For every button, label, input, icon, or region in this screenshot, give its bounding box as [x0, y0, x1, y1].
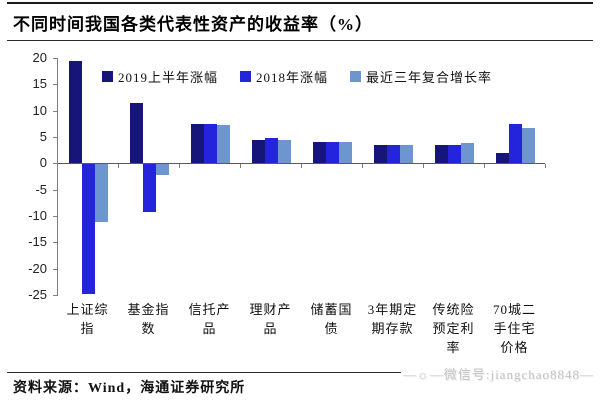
- y-tick-mark: [53, 268, 58, 270]
- bar: [156, 164, 169, 175]
- x-tick-mark: [484, 164, 485, 169]
- y-tick-label: -25: [28, 287, 47, 302]
- legend-label: 最近三年复合增长率: [366, 70, 493, 85]
- bar: [217, 125, 230, 164]
- legend-item: 2018年涨幅: [240, 67, 328, 86]
- x-category-label: 理财产品: [249, 302, 292, 336]
- y-axis: 20 15 10 5 0 -5 -10 -15 -20 -25: [0, 50, 55, 302]
- x-category-label: 传统险预定利率: [432, 302, 475, 355]
- bar: [95, 164, 108, 223]
- legend-swatch: [350, 71, 362, 82]
- x-tick-mark: [423, 164, 424, 169]
- y-tick-label: 5: [39, 129, 47, 144]
- watermark-text: 微信号:jiangchao8848: [443, 367, 580, 382]
- x-slot: 储蓄国债: [301, 300, 362, 357]
- bar: [435, 145, 448, 164]
- x-slot: 基金指数: [118, 300, 179, 357]
- y-tick-mark: [53, 110, 58, 112]
- x-tick-mark: [179, 164, 180, 169]
- x-category-label: 70城二手住宅价格: [492, 302, 536, 355]
- y-tick-label: -20: [28, 260, 47, 276]
- bar: [313, 142, 326, 164]
- legend-swatch: [102, 71, 113, 82]
- watermark-dash-prefix: —☼—: [402, 367, 444, 382]
- x-slot: 70城二手住宅价格: [484, 300, 545, 357]
- y-tick-mark: [53, 84, 58, 86]
- x-category-label: 储蓄国债: [310, 302, 353, 336]
- legend-item: 最近三年复合增长率: [350, 67, 492, 86]
- bar: [496, 152, 509, 164]
- x-slot: 信托产品: [179, 300, 240, 357]
- y-tick-label: -5: [35, 181, 47, 197]
- bar: [509, 124, 522, 164]
- x-tick-mark: [362, 164, 363, 169]
- x-category-label: 上证综指: [66, 302, 109, 336]
- top-rule: [7, 2, 593, 4]
- y-tick-label: 15: [32, 76, 47, 92]
- y-tick-mark: [53, 137, 58, 138]
- footer-divider: [7, 372, 593, 373]
- y-tick-mark: [53, 242, 58, 244]
- legend-label: 2019上半年涨幅: [118, 70, 219, 85]
- bar: [448, 145, 461, 164]
- bar: [69, 60, 82, 164]
- chart-legend: 2019上半年涨幅 2018年涨幅 最近三年复合增长率: [102, 67, 492, 86]
- x-tick-mark: [118, 164, 119, 169]
- bar: [82, 164, 95, 294]
- source-note: 资料来源：Wind，海通证券研究所: [13, 381, 246, 396]
- x-tick-mark: [545, 164, 546, 169]
- y-tick-label: -10: [28, 208, 47, 223]
- x-slot: 上证综指: [57, 300, 118, 357]
- bar: [374, 144, 387, 164]
- plot-area: 2019上半年涨幅 2018年涨幅 最近三年复合增长率: [53, 58, 546, 296]
- watermark: —☼—微信号:jiangchao8848—: [400, 364, 596, 383]
- legend-swatch: [240, 71, 252, 82]
- bar: [204, 123, 217, 164]
- y-tick-mark: [53, 216, 58, 217]
- chart-area: 20 15 10 5 0 -5 -10 -15 -20 -25 2019上半年涨幅 2018年涨幅 最…: [0, 50, 600, 358]
- y-tick-mark: [53, 189, 58, 191]
- bar: [191, 123, 204, 164]
- x-tick-mark: [301, 164, 302, 169]
- x-slot: 传统险预定利率: [423, 300, 484, 357]
- bar: [265, 137, 278, 164]
- x-axis-labels: 上证综指 基金指数 信托产品 理财产品 储蓄国债 3年期定期存款 传统险预定利率 70城二手住…: [57, 300, 545, 357]
- y-tick-mark: [53, 163, 58, 165]
- bar: [339, 142, 352, 164]
- bar: [461, 143, 474, 164]
- x-slot: 理财产品: [240, 300, 301, 357]
- legend-item: 2019上半年涨幅: [102, 67, 218, 86]
- x-category-label: 信托产品: [188, 302, 231, 336]
- x-category-label: 基金指数: [127, 302, 170, 336]
- y-tick-label: 20: [32, 50, 47, 65]
- bar: [522, 127, 535, 164]
- y-tick-label: 10: [32, 102, 47, 118]
- x-slot: 3年期定期存款: [362, 300, 423, 357]
- bar: [387, 144, 400, 164]
- y-tick-mark: [53, 295, 58, 296]
- x-tick-mark: [240, 164, 241, 169]
- bar: [143, 164, 156, 212]
- chart-title: 不同时间我国各类代表性资产的收益率（%）: [13, 15, 373, 34]
- y-tick-label: -15: [28, 234, 47, 250]
- bar: [326, 142, 339, 164]
- watermark-dash-suffix: —: [580, 367, 594, 382]
- bar: [252, 140, 265, 164]
- bar: [130, 102, 143, 164]
- bar: [400, 144, 413, 164]
- legend-label: 2018年涨幅: [256, 70, 329, 85]
- x-category-label: 3年期定期存款: [367, 302, 418, 336]
- zero-axis-line: [58, 163, 545, 165]
- y-tick-mark: [53, 58, 58, 59]
- title-divider: [7, 40, 593, 41]
- bar: [278, 139, 291, 164]
- y-tick-label: 0: [39, 155, 47, 171]
